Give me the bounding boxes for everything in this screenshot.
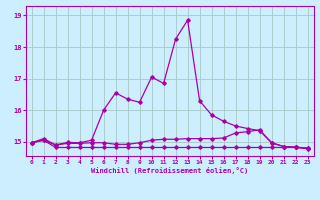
X-axis label: Windchill (Refroidissement éolien,°C): Windchill (Refroidissement éolien,°C) [91,167,248,174]
